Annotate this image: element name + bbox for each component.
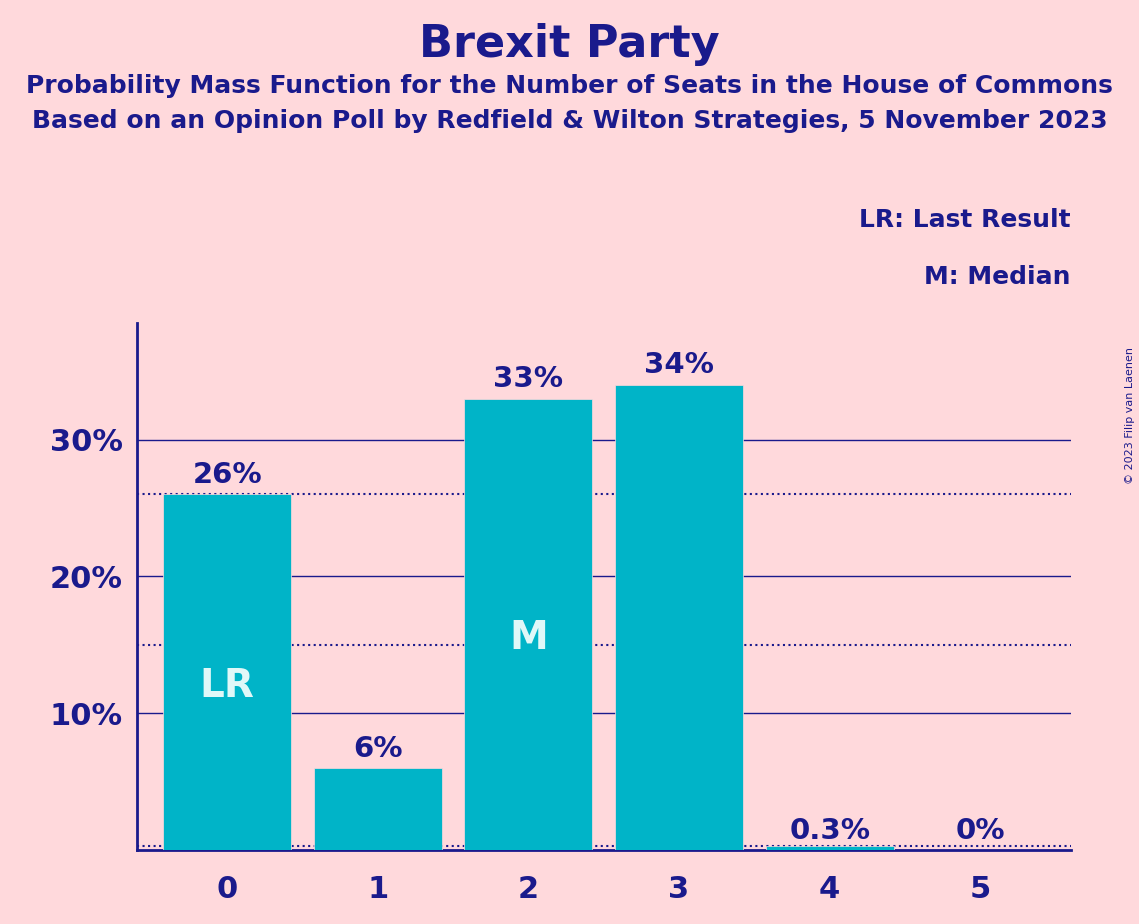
Text: Based on an Opinion Poll by Redfield & Wilton Strategies, 5 November 2023: Based on an Opinion Poll by Redfield & W… xyxy=(32,109,1107,133)
Text: 6%: 6% xyxy=(353,735,402,762)
Text: M: M xyxy=(509,619,548,657)
Text: 0%: 0% xyxy=(956,817,1005,845)
Bar xyxy=(465,398,592,850)
Bar xyxy=(615,385,743,850)
Text: Probability Mass Function for the Number of Seats in the House of Commons: Probability Mass Function for the Number… xyxy=(26,74,1113,98)
Text: © 2023 Filip van Laenen: © 2023 Filip van Laenen xyxy=(1125,347,1134,484)
Text: LR: LR xyxy=(199,667,254,705)
Text: Brexit Party: Brexit Party xyxy=(419,23,720,67)
Text: 33%: 33% xyxy=(493,365,564,394)
Bar xyxy=(313,768,442,850)
Bar xyxy=(163,494,292,850)
Text: M: Median: M: Median xyxy=(924,265,1071,289)
Text: 26%: 26% xyxy=(192,461,262,489)
Text: LR: Last Result: LR: Last Result xyxy=(859,208,1071,232)
Text: 0.3%: 0.3% xyxy=(789,817,870,845)
Bar xyxy=(765,846,894,850)
Text: 34%: 34% xyxy=(644,351,714,380)
